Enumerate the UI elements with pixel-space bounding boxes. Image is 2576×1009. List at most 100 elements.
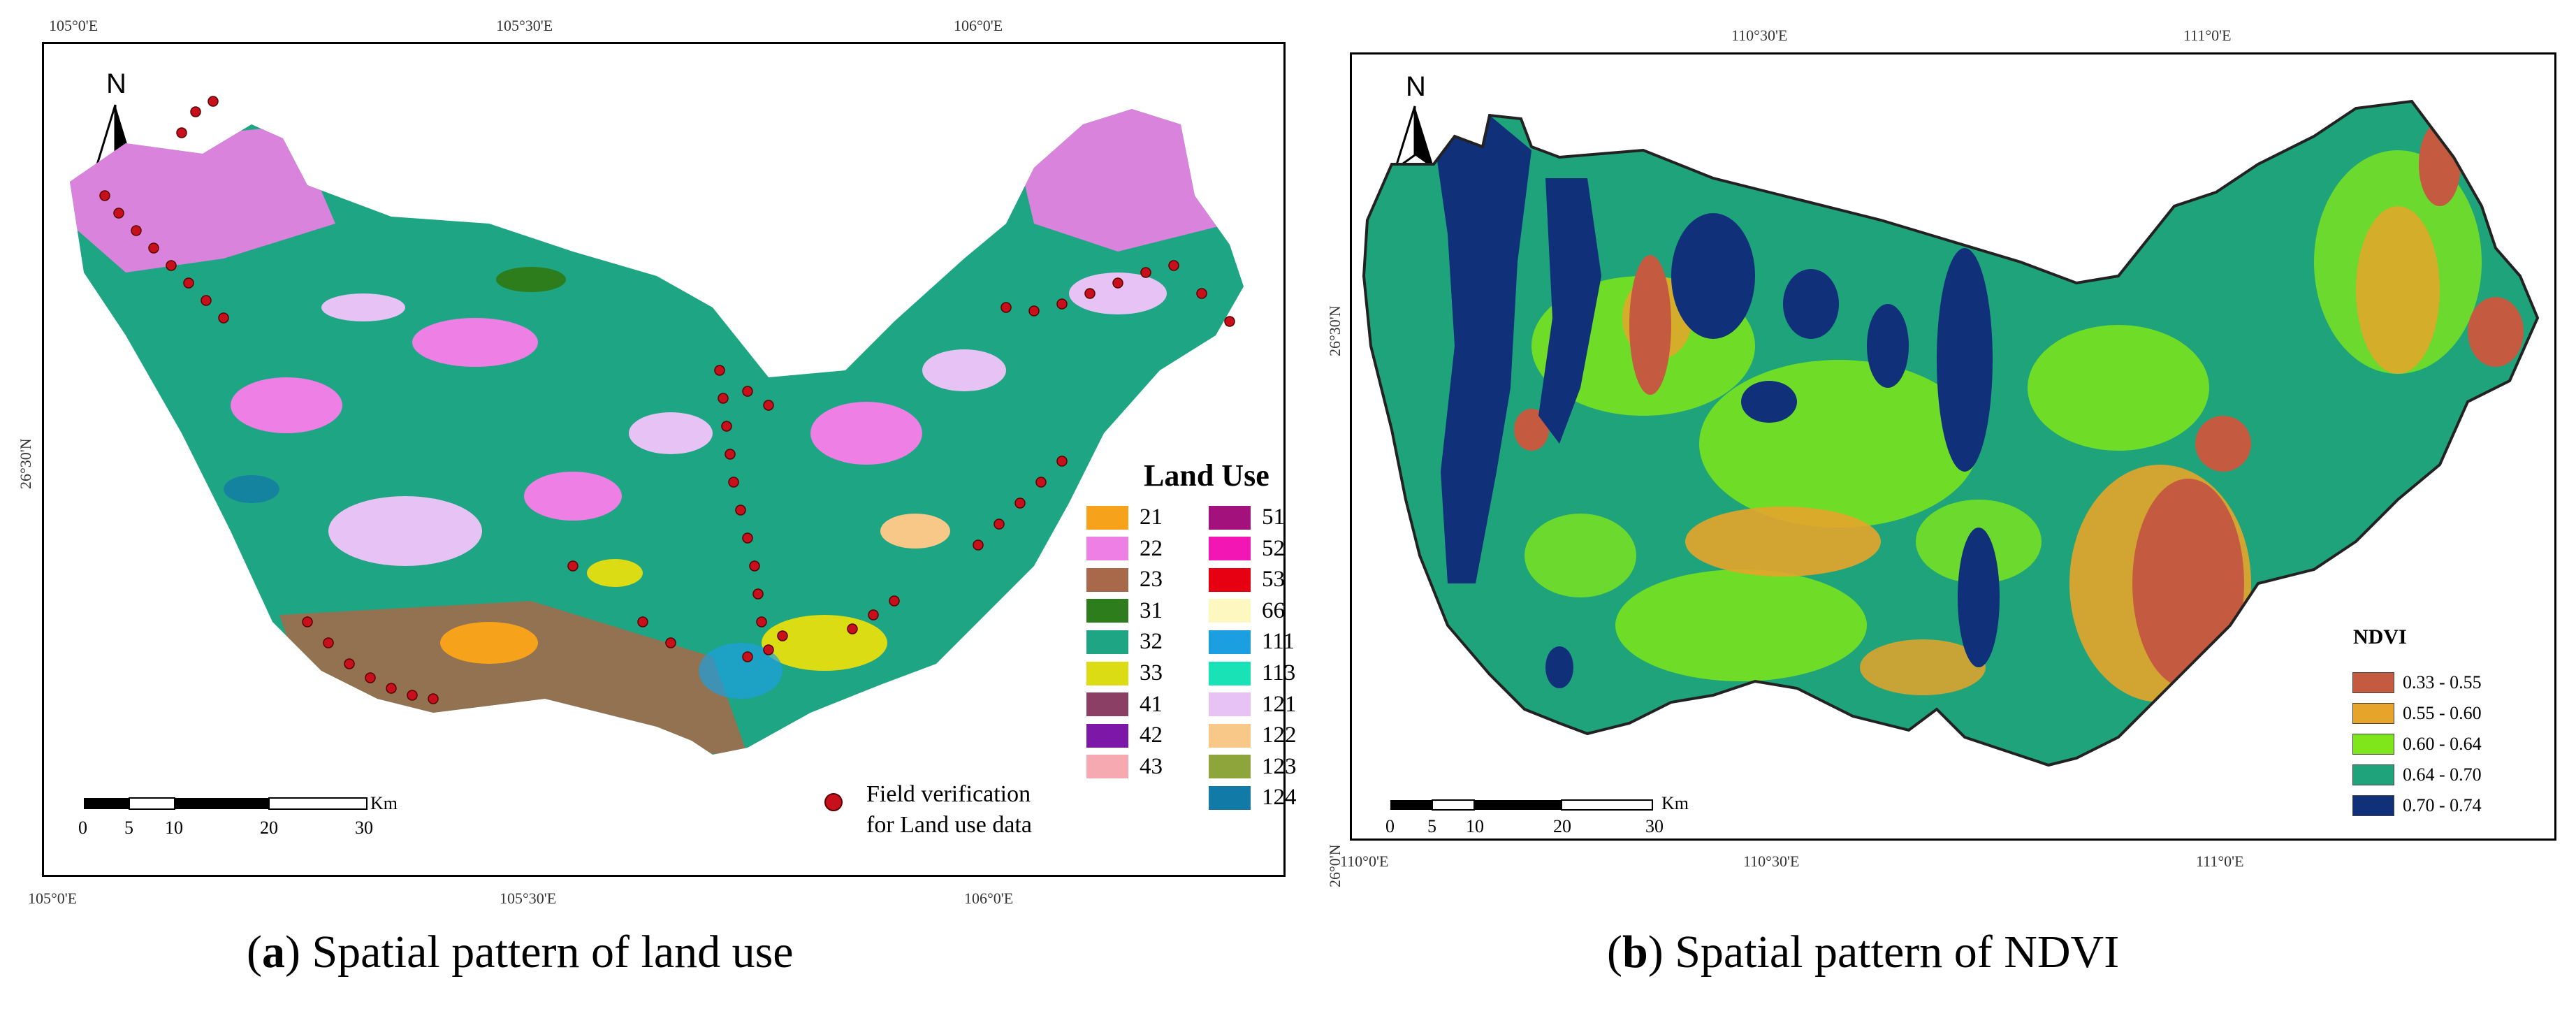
b-top-tick-110-30: 110°30'E: [1731, 27, 1788, 44]
scale-a-unit: Km: [370, 793, 398, 813]
land-use-swatch: [1209, 785, 1251, 810]
land-use-swatch: [1209, 661, 1251, 685]
caption-b: (b) Spatial pattern of NDVI: [1607, 927, 2120, 978]
scale-b-20: 20: [1553, 816, 1571, 836]
land-use-legend-item: 111: [1209, 629, 1295, 655]
land-use-legend-item: 123: [1209, 754, 1297, 780]
land-use-swatch: [1209, 755, 1251, 779]
land-use-code: 66: [1262, 597, 1285, 623]
land-use-code: 33: [1140, 660, 1163, 685]
ndvi-legend-item: 0.64 - 0.70: [2352, 764, 2482, 785]
bottom-tick-105-30: 105°30'E: [500, 890, 557, 907]
bottom-tick-106-0: 106°0'E: [964, 890, 1014, 907]
scale-b-0: 0: [1385, 816, 1395, 836]
land-use-legend-item: 31: [1086, 598, 1163, 624]
panel-land-use: 105°0'E 105°30'E 106°0'E 105°0'E 105°30'…: [17, 17, 1297, 978]
land-use-code: 122: [1262, 723, 1297, 748]
land-use-swatch: [1086, 755, 1128, 779]
land-use-swatch: [1209, 692, 1251, 717]
land-use-legend-item: 22: [1086, 536, 1163, 562]
panel-ndvi: 110°30'E 111°0'E 110°0'E 110°30'E 111°0'…: [1307, 0, 2576, 1009]
land-use-code: 53: [1262, 567, 1285, 593]
b-left-tick-26-0: 26°0'N: [1326, 844, 1344, 887]
bottom-tick-105-0: 105°0'E: [28, 890, 78, 907]
land-use-swatch: [1209, 505, 1251, 530]
land-use-code: 21: [1140, 505, 1163, 530]
field-verification-label-2: for Land use data: [866, 812, 1032, 838]
land-use-legend-item: 41: [1086, 692, 1163, 718]
land-use-legend-item: 113: [1209, 660, 1295, 686]
land-use-legend-item: 53: [1209, 567, 1285, 593]
land-use-legend-item: 122: [1209, 723, 1297, 748]
land-use-region-map: [70, 96, 1244, 755]
land-use-code: 23: [1140, 567, 1163, 593]
land-use-swatch: [1086, 661, 1128, 685]
land-use-code: 52: [1262, 535, 1285, 561]
scale-a-5: 5: [124, 818, 133, 838]
north-label: N: [106, 68, 126, 99]
land-use-code: 111: [1262, 629, 1295, 655]
land-use-code: 41: [1140, 691, 1163, 717]
scale-b-unit: Km: [1661, 793, 1689, 813]
ndvi-legend-item: 0.60 - 0.64: [2352, 734, 2482, 755]
field-verification-label-1: Field verification: [866, 781, 1031, 807]
ndvi-legend-item: 0.55 - 0.60: [2352, 703, 2482, 724]
land-use-swatch: [1209, 630, 1251, 654]
land-use-swatch: [1209, 537, 1251, 561]
land-use-legend-item: 33: [1086, 660, 1163, 686]
land-use-legend-item: 52: [1209, 536, 1285, 562]
land-use-legend-item: 121: [1209, 692, 1297, 718]
scale-bar-b: [1390, 799, 1653, 811]
land-use-code: 123: [1262, 753, 1297, 779]
ndvi-range: 0.55 - 0.60: [2403, 703, 2482, 723]
ndvi-range: 0.60 - 0.64: [2403, 734, 2482, 754]
land-use-code: 31: [1140, 597, 1163, 623]
land-use-code: 113: [1262, 660, 1296, 685]
land-use-code: 121: [1262, 691, 1297, 717]
top-tick-105-30: 105°30'E: [496, 17, 553, 34]
scale-a-0: 0: [78, 818, 87, 838]
caption-b-text: Spatial pattern of NDVI: [1675, 927, 2120, 978]
land-use-swatch: [1086, 537, 1128, 561]
scale-b-30: 30: [1645, 816, 1664, 836]
b-bottom-tick-110-0: 110°0'E: [1340, 852, 1389, 870]
ndvi-swatch: [2352, 672, 2394, 693]
land-use-swatch: [1086, 723, 1128, 748]
ndvi-range: 0.64 - 0.70: [2403, 764, 2482, 785]
land-use-code: 51: [1262, 505, 1285, 530]
ndvi-range: 0.70 - 0.74: [2403, 795, 2482, 815]
land-use-swatch: [1086, 692, 1128, 717]
b-top-tick-111-0: 111°0'E: [2183, 27, 2232, 44]
land-use-swatch: [1209, 599, 1251, 623]
b-north-label: N: [1406, 71, 1426, 102]
ndvi-region-map: [1362, 99, 2540, 767]
scale-bar-a: [84, 797, 368, 810]
b-north-arrow-icon: [1393, 106, 1434, 172]
land-use-swatch: [1086, 630, 1128, 654]
land-use-legend-title: Land Use: [1144, 458, 1269, 493]
land-use-swatch: [1209, 567, 1251, 592]
ndvi-legend-title: NDVI: [2353, 625, 2407, 648]
land-use-legend-item: 21: [1086, 505, 1163, 530]
land-use-legend-item: 124: [1209, 785, 1297, 811]
ndvi-range: 0.33 - 0.55: [2403, 672, 2482, 692]
scale-a-10: 10: [165, 818, 183, 838]
b-bottom-tick-110-30: 110°30'E: [1743, 852, 1800, 870]
left-tick-26-30: 26°30'N: [17, 438, 34, 489]
top-tick-106-0: 106°0'E: [954, 17, 1003, 34]
land-use-swatch: [1086, 505, 1128, 530]
land-use-legend-item: 42: [1086, 723, 1163, 748]
land-use-legend-item: 51: [1209, 505, 1285, 530]
ndvi-swatch: [2352, 795, 2394, 816]
land-use-code: 124: [1262, 785, 1297, 811]
ndvi-legend-item: 0.70 - 0.74: [2352, 795, 2482, 816]
land-use-swatch: [1086, 599, 1128, 623]
land-use-code: 22: [1140, 535, 1163, 561]
land-use-legend-item: 66: [1209, 598, 1285, 624]
b-bottom-tick-111-0: 111°0'E: [2196, 852, 2244, 870]
ndvi-swatch: [2352, 734, 2394, 755]
scale-b-10: 10: [1466, 816, 1484, 836]
caption-a-letter: a: [261, 927, 285, 978]
top-tick-105-0: 105°0'E: [49, 17, 99, 34]
land-use-code: 43: [1140, 753, 1163, 779]
